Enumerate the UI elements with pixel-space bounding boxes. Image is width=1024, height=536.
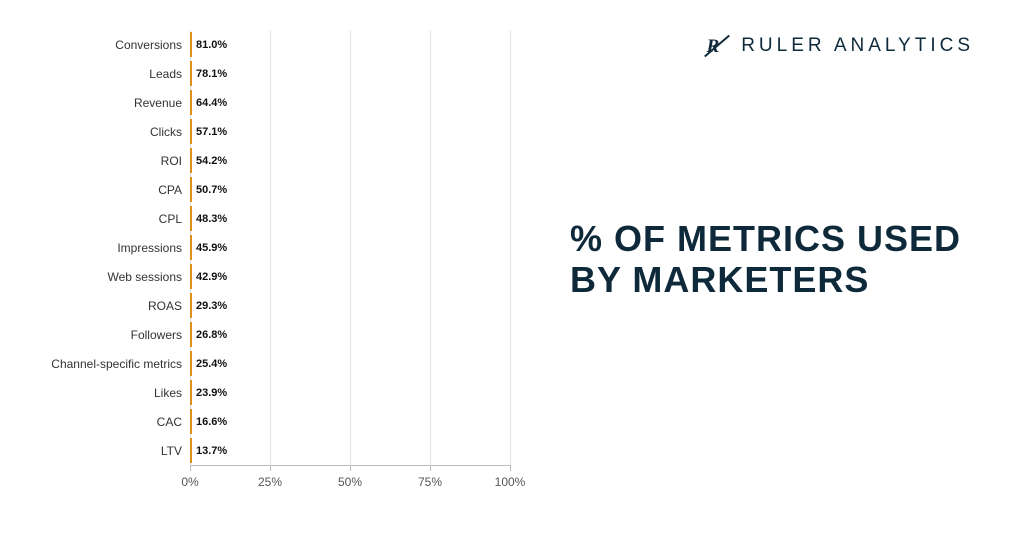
bar-row: Revenue64.4%: [30, 88, 190, 117]
bar-row: Impressions45.9%: [30, 233, 190, 262]
value-label: 13.7%: [196, 445, 227, 457]
value-label: 64.4%: [196, 97, 227, 109]
bar: [190, 206, 192, 231]
bar: [190, 119, 192, 144]
bar: [190, 380, 192, 405]
category-label: Conversions: [30, 38, 190, 52]
value-label: 50.7%: [196, 184, 227, 196]
x-tick-label: 75%: [418, 475, 442, 489]
bar: [190, 177, 192, 202]
chart-plot-area: [190, 30, 510, 465]
bar-row: Conversions81.0%: [30, 30, 190, 59]
gridline: [270, 30, 271, 465]
bar-row: Likes23.9%: [30, 378, 190, 407]
headline-text: % OF METRICS USED BY MARKETERS: [570, 218, 970, 301]
bar: [190, 235, 192, 260]
value-label: 16.6%: [196, 416, 227, 428]
bar: [190, 293, 192, 318]
bar: [190, 32, 192, 57]
chart-bars: Conversions81.0%Leads78.1%Revenue64.4%Cl…: [30, 30, 190, 465]
gridline: [510, 30, 511, 465]
category-label: LTV: [30, 444, 190, 458]
bar-row: ROI54.2%: [30, 146, 190, 175]
category-label: Followers: [30, 328, 190, 342]
bar-row: Channel-specific metrics25.4%: [30, 349, 190, 378]
category-label: CPL: [30, 212, 190, 226]
x-tick-label: 100%: [495, 475, 526, 489]
category-label: Channel-specific metrics: [30, 357, 190, 371]
bar: [190, 322, 192, 347]
value-label: 54.2%: [196, 155, 227, 167]
bar: [190, 409, 192, 434]
value-label: 81.0%: [196, 39, 227, 51]
bar: [190, 264, 192, 289]
bar: [190, 61, 192, 86]
category-label: ROAS: [30, 299, 190, 313]
x-tick-label: 50%: [338, 475, 362, 489]
bar: [190, 438, 192, 463]
bar-row: CAC16.6%: [30, 407, 190, 436]
category-label: Likes: [30, 386, 190, 400]
infographic-canvas: R RULER ANALYTICS % OF METRICS USED BY M…: [0, 0, 1024, 536]
bar-row: Followers26.8%: [30, 320, 190, 349]
value-label: 26.8%: [196, 329, 227, 341]
value-label: 25.4%: [196, 358, 227, 370]
bar: [190, 90, 192, 115]
bar-row: Web sessions42.9%: [30, 262, 190, 291]
value-label: 29.3%: [196, 300, 227, 312]
category-label: Leads: [30, 67, 190, 81]
bar-row: CPL48.3%: [30, 204, 190, 233]
bar-row: Leads78.1%: [30, 59, 190, 88]
ruler-icon: R: [703, 32, 731, 60]
x-tick-label: 25%: [258, 475, 282, 489]
brand-name: RULER ANALYTICS: [741, 35, 974, 57]
bar-row: LTV13.7%: [30, 436, 190, 465]
category-label: Clicks: [30, 125, 190, 139]
value-label: 23.9%: [196, 387, 227, 399]
value-label: 42.9%: [196, 271, 227, 283]
value-label: 45.9%: [196, 242, 227, 254]
gridline: [430, 30, 431, 465]
bar: [190, 351, 192, 376]
category-label: Revenue: [30, 96, 190, 110]
value-label: 78.1%: [196, 68, 227, 80]
brand-logo: R RULER ANALYTICS: [703, 32, 974, 60]
category-label: Impressions: [30, 241, 190, 255]
metrics-bar-chart: Conversions81.0%Leads78.1%Revenue64.4%Cl…: [30, 30, 530, 510]
bar-row: Clicks57.1%: [30, 117, 190, 146]
bar: [190, 148, 192, 173]
category-label: ROI: [30, 154, 190, 168]
chart-x-axis: 0%25%50%75%100%: [190, 465, 510, 505]
bar-row: ROAS29.3%: [30, 291, 190, 320]
category-label: CAC: [30, 415, 190, 429]
x-tick-label: 0%: [181, 475, 198, 489]
value-label: 48.3%: [196, 213, 227, 225]
category-label: CPA: [30, 183, 190, 197]
category-label: Web sessions: [30, 270, 190, 284]
gridline: [350, 30, 351, 465]
bar-row: CPA50.7%: [30, 175, 190, 204]
value-label: 57.1%: [196, 126, 227, 138]
